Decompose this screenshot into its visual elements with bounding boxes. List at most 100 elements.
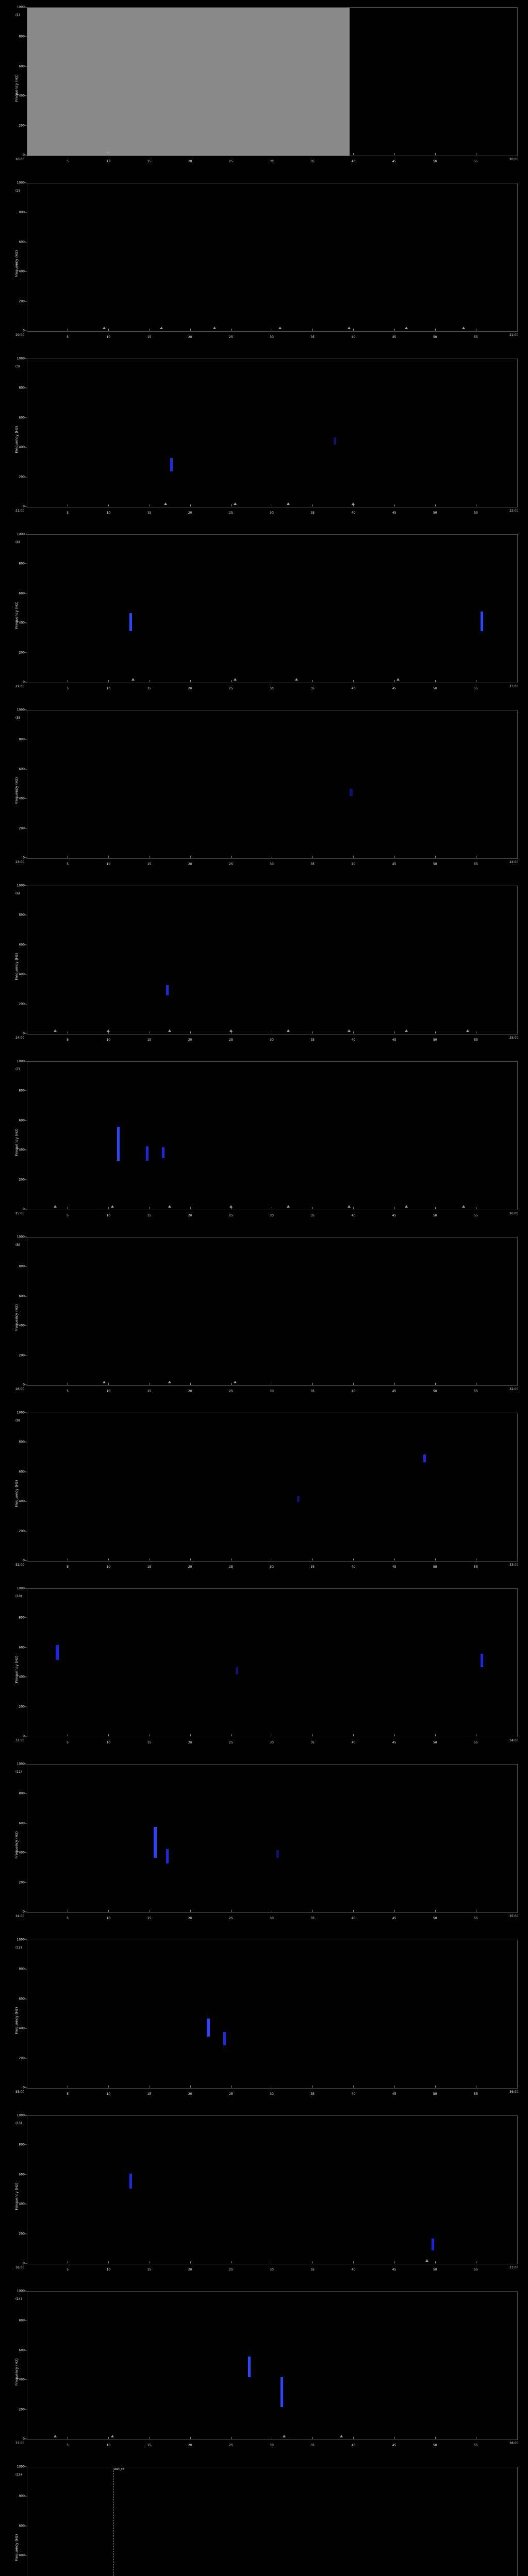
x-tick-mark (312, 1031, 314, 1033)
x-tick-label: 25 (229, 1214, 233, 1217)
y-tick-mark (25, 1033, 27, 1034)
start-time-label: 16:00 (15, 158, 25, 161)
x-tick-mark (312, 856, 314, 858)
signal-trace (207, 2019, 210, 2037)
x-tick-label: 25 (229, 2268, 233, 2272)
x-tick-label: 20 (188, 1214, 192, 1217)
x-tick-label: 10 (106, 1038, 111, 1042)
y-tick-label: 400 (19, 621, 25, 625)
x-tick-label: 50 (433, 160, 437, 163)
x-tick-label: 5 (67, 862, 69, 866)
plot-area (27, 183, 518, 332)
x-tick-label: 10 (106, 511, 111, 515)
x-tick-label: 5 (67, 687, 69, 690)
y-tick-mark (25, 7, 27, 8)
x-tick-mark (394, 1207, 395, 1209)
x-tick-mark (435, 1558, 436, 1561)
x-tick-mark (353, 1383, 354, 1385)
x-tick-mark (190, 1207, 191, 1209)
panel-index-label: (1) (15, 13, 20, 17)
y-tick-label: 400 (19, 1851, 25, 1855)
event-triangle-marker (282, 2435, 286, 2437)
event-triangle-marker (54, 1205, 57, 1208)
y-tick-label: 800 (19, 1616, 25, 1620)
y-tick-label: 1000 (16, 181, 25, 185)
y-tick-mark (25, 2028, 27, 2029)
signal-trace (480, 1654, 483, 1668)
y-tick-label: 600 (19, 240, 25, 244)
x-tick-label: 45 (392, 2092, 397, 2096)
y-tick-label: 800 (19, 2494, 25, 2498)
y-tick-label: 0 (23, 2086, 25, 2090)
x-tick-label: 55 (474, 1214, 478, 1217)
x-tick-label: 25 (229, 335, 233, 339)
y-tick-label: 800 (19, 1967, 25, 1971)
y-tick-label: 400 (19, 1148, 25, 1152)
x-tick-label: 45 (392, 687, 397, 690)
end-time-label: 37:00 (509, 2266, 519, 2269)
x-tick-mark (394, 680, 395, 682)
x-tick-label: 10 (106, 335, 111, 339)
signal-trace (480, 612, 483, 631)
x-tick-label: 10 (106, 687, 111, 690)
y-tick-label: 400 (19, 1675, 25, 1679)
x-tick-mark (394, 2437, 395, 2439)
x-tick-label: 35 (310, 2092, 315, 2096)
x-tick-label: 25 (229, 687, 233, 690)
x-tick-mark (435, 1383, 436, 1385)
x-tick-label: 20 (188, 335, 192, 339)
event-triangle-marker (286, 1205, 290, 1208)
y-tick-mark (25, 682, 27, 683)
y-tick-label: 200 (19, 1705, 25, 1709)
x-tick-mark (312, 1558, 314, 1561)
spectrogram-panel: (4) Frequency (Hz) 0 200 400 600 800 1000 5 10 15 2… (0, 527, 528, 703)
x-tick-label: 5 (67, 160, 69, 163)
y-tick-label: 200 (19, 1529, 25, 1533)
x-tick-mark (190, 1910, 191, 1912)
event-triangle-marker (229, 1029, 233, 1032)
x-tick-label: 40 (351, 1214, 356, 1217)
x-tick-mark (312, 1207, 314, 1209)
x-tick-label: 10 (106, 1214, 111, 1217)
event-triangle-marker (286, 502, 290, 505)
event-triangle-marker (160, 327, 163, 329)
start-time-label: 35:00 (15, 2090, 25, 2094)
x-tick-mark (108, 1558, 109, 1561)
x-tick-mark (394, 1910, 395, 1912)
spectrogram-panel: (1) Frequency (Hz) 0 200 400 600 800 1000 5 10 15 2… (0, 0, 528, 176)
annotation-label: start_off (113, 2468, 124, 2471)
y-tick-mark (25, 2204, 27, 2205)
x-tick-mark (435, 1207, 436, 1209)
y-tick-label: 0 (23, 1383, 25, 1387)
x-tick-mark (230, 329, 232, 331)
x-tick-label: 55 (474, 160, 478, 163)
signal-trace (235, 1667, 238, 1675)
signal-trace (223, 2031, 226, 2045)
y-tick-mark (25, 2233, 27, 2234)
y-tick-label: 600 (19, 2524, 25, 2528)
x-tick-label: 40 (351, 160, 356, 163)
y-tick-mark (25, 2320, 27, 2321)
x-tick-label: 30 (270, 160, 274, 163)
y-tick-label: 1000 (16, 708, 25, 712)
x-tick-label: 40 (351, 1038, 356, 1042)
y-tick-label: 400 (19, 2378, 25, 2382)
y-tick-label: 1000 (16, 5, 25, 9)
y-tick-mark (25, 2263, 27, 2264)
y-tick-label: 1000 (16, 2289, 25, 2293)
y-tick-mark (25, 1471, 27, 1472)
x-tick-label: 55 (474, 2092, 478, 2096)
signal-trace (280, 2377, 284, 2407)
y-tick-mark (25, 125, 27, 126)
x-tick-label: 50 (433, 335, 437, 339)
end-time-label: 33:00 (509, 1563, 519, 1567)
y-tick-label: 800 (19, 210, 25, 214)
x-tick-mark (312, 2437, 314, 2439)
y-tick-label: 600 (19, 1118, 25, 1123)
x-tick-label: 25 (229, 862, 233, 866)
x-tick-label: 35 (310, 2268, 315, 2272)
x-tick-label: 30 (270, 511, 274, 515)
x-tick-label: 50 (433, 1917, 437, 1920)
x-tick-mark (230, 1207, 232, 1209)
